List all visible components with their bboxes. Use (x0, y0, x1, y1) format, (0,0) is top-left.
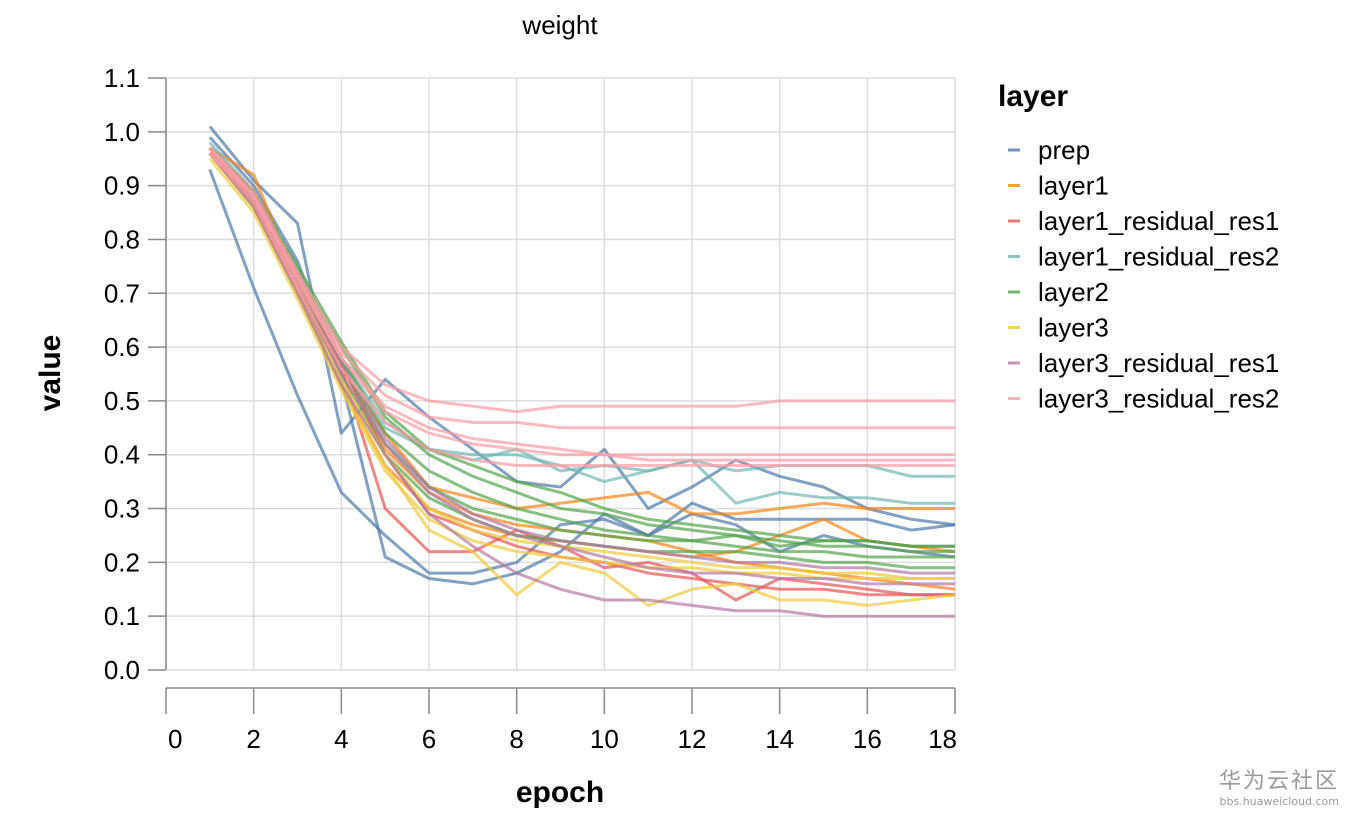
series-line-prep (208, 136, 956, 586)
watermark: 华为云社区 bbs.huaweicloud.com (1219, 769, 1339, 809)
legend: layer prep layer1 layer1_residual_res1laye… (998, 80, 1279, 414)
x-tick-label: 0 (168, 724, 182, 754)
x-axis: 0 2 4 6 8 10 12 14 16 18 (165, 687, 957, 754)
y-tick-label: 0.8 (104, 224, 140, 254)
x-tick-label: 16 (853, 724, 882, 754)
legend-label: layer3_residual_res2 (1038, 384, 1279, 414)
series-line-layer3-residual-res2 (208, 146, 955, 414)
y-tick-label: 0.7 (104, 278, 140, 308)
series-line-layer3-residual-res1 (208, 146, 955, 575)
x-tick-label: 12 (678, 724, 707, 754)
series-line-layer3 (208, 157, 955, 580)
legend-title: layer (998, 80, 1068, 113)
y-tick-label: 1.0 (104, 117, 140, 147)
y-axis-title: value (34, 335, 67, 412)
y-tick-label: 0.3 (104, 494, 140, 524)
x-tick-label: 18 (928, 724, 957, 754)
y-axis: 0.0 0.1 0.2 0.3 0.4 0.5 0.6 0.7 0.8 0.9 1.0 1.1 (104, 63, 167, 685)
legend-item-layer2: layer2 (1008, 277, 1109, 307)
y-tick-label: 0.2 (104, 547, 140, 577)
series-line-layer3-residual-res2 (208, 146, 955, 457)
legend-label: prep (1038, 135, 1090, 165)
legend-item-layer1-residual-res2: layer1_residual_res2 (1008, 242, 1279, 272)
y-tick-label: 0.0 (104, 655, 140, 685)
legend-label: layer2 (1038, 277, 1109, 307)
x-tick-label: 14 (765, 724, 794, 754)
legend-item-layer1-residual-res1: layer1_residual_res1 (1008, 206, 1279, 236)
series-line-layer3 (208, 152, 955, 580)
series-line-layer2 (208, 146, 955, 548)
series-line-layer3-residual-res1 (208, 152, 955, 618)
series-line-layer3-residual-res2 (208, 152, 955, 467)
series-line-prep (208, 168, 956, 575)
series-line-layer3 (208, 152, 956, 607)
series-line-layer3-residual-res1 (208, 152, 955, 586)
series-line-layer3-residual-res2 (208, 152, 955, 430)
legend-label: layer3_residual_res1 (1038, 348, 1279, 378)
x-tick-label: 10 (590, 724, 619, 754)
legend-item-layer3: layer3 (1008, 313, 1109, 343)
x-tick-label: 6 (422, 724, 436, 754)
y-tick-label: 0.6 (104, 332, 140, 362)
legend-label: layer1_residual_res1 (1038, 206, 1279, 236)
x-tick-label: 2 (246, 724, 260, 754)
y-tick-label: 0.5 (104, 386, 140, 416)
chart-title: weight (521, 10, 598, 40)
series-line-layer3-residual-res2 (208, 146, 955, 462)
x-tick-label: 8 (509, 724, 523, 754)
y-tick-label: 0.4 (104, 440, 140, 470)
legend-label: layer1 (1038, 171, 1109, 201)
legend-item-layer3-residual-res1: layer3_residual_res1 (1008, 348, 1279, 378)
y-tick-label: 0.9 (104, 171, 140, 201)
y-tick-label: 1.1 (104, 63, 140, 93)
watermark-brand: 华为云社区 (1218, 769, 1339, 794)
x-tick-label: 4 (334, 724, 348, 754)
y-tick-label: 0.1 (104, 601, 140, 631)
watermark-url: bbs.huaweicloud.com (1219, 795, 1339, 808)
legend-item-prep: prep (1008, 135, 1090, 165)
legend-label: layer3 (1038, 313, 1109, 343)
legend-item-layer3-residual-res2: layer3_residual_res2 (1008, 384, 1279, 414)
legend-label: layer1_residual_res2 (1038, 242, 1279, 272)
legend-item-layer1: layer1 (1008, 171, 1109, 201)
x-axis-title: epoch (516, 776, 604, 809)
plot-lines (208, 125, 956, 618)
